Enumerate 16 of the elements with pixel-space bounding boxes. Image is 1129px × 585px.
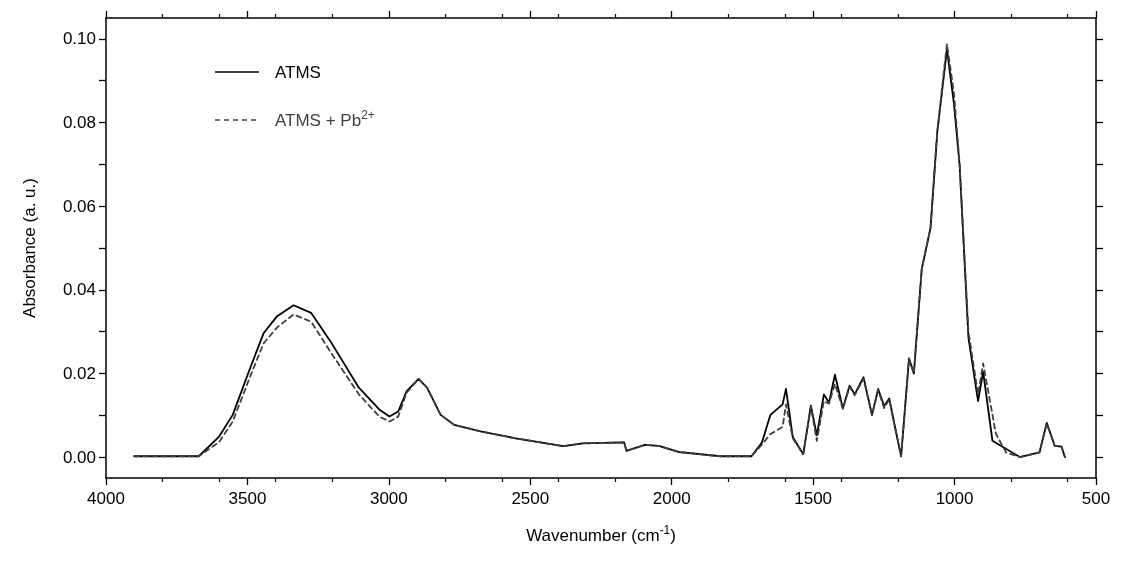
y-tick-label: 0.08 <box>62 113 96 133</box>
y-tick-label: 0.10 <box>62 29 96 49</box>
x-tick-label: 1500 <box>794 489 833 508</box>
x-tick-label: 1000 <box>935 489 974 508</box>
x-tick-label: 3000 <box>369 489 408 508</box>
y-axis-title: Absorbance (a. u.) <box>20 178 39 318</box>
x-tick-label: 500 <box>1081 489 1111 508</box>
x-tick-label: 2500 <box>511 489 550 508</box>
y-tick-label: 0.04 <box>62 280 96 300</box>
y-tick-label: 0.06 <box>62 196 96 216</box>
legend-label: ATMS <box>275 62 321 82</box>
x-tick-label: 2000 <box>652 489 691 508</box>
x-tick-label: 4000 <box>87 489 125 508</box>
y-tick-label: 0.00 <box>62 447 96 467</box>
x-tick-label: 3500 <box>228 489 267 508</box>
y-tick-label: 0.02 <box>62 363 96 383</box>
